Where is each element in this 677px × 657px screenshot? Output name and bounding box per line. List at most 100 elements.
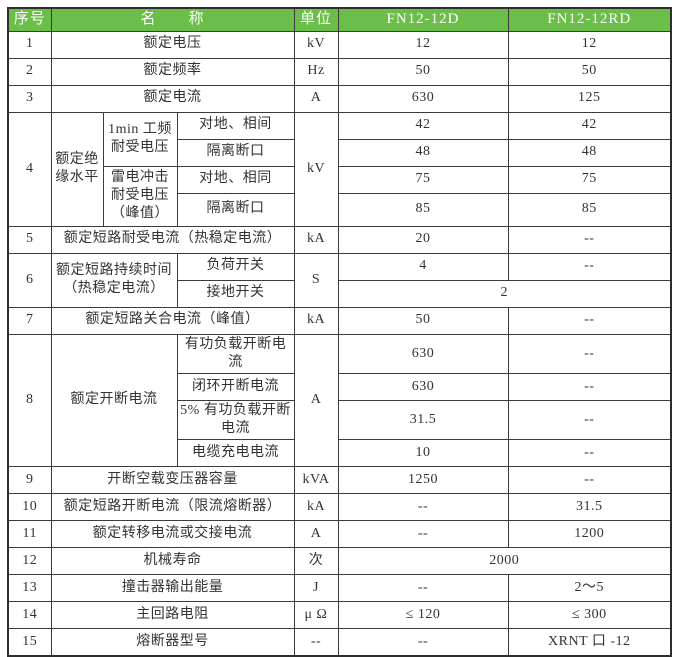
cell-d-8b: 630 xyxy=(337,372,509,401)
cell-name-no-load-transformer: 开断空载变压器容量 xyxy=(50,466,295,495)
table-row: 14 主回路电阻 μ Ω ≤ 120 ≤ 300 xyxy=(7,601,672,630)
table-row: 2 额定频率 Hz 50 50 xyxy=(7,57,672,86)
cell-sub-active-load-breaking: 有功负载开断电流 xyxy=(176,333,295,374)
table-row: 4 额定绝缘水平 1min 工频耐受电压 对地、相间 kV 42 42 xyxy=(7,111,672,227)
cell-no-10: 10 xyxy=(7,493,52,522)
table-row: 5 额定短路耐受电流（热稳定电流） kA 20 -- xyxy=(7,225,672,254)
cell-unit-2: Hz xyxy=(293,57,339,86)
cell-unit-11: A xyxy=(293,520,339,549)
cell-d-8c: 31.5 xyxy=(337,399,509,441)
cell-rd-8d: -- xyxy=(507,439,672,468)
cell-rd-8a: -- xyxy=(507,333,672,374)
header-model-fn12-12d: FN12-12D xyxy=(337,7,509,32)
cell-sub-to-ground-same: 对地、相同 xyxy=(176,165,295,194)
cell-name-fuse-breaking-current: 额定短路开断电流（限流熔断器） xyxy=(50,493,295,522)
cell-unit-3: A xyxy=(293,84,339,113)
cell-rd-4b: 48 xyxy=(507,138,672,167)
cell-d-2: 50 xyxy=(337,57,509,86)
cell-rd-3: 125 xyxy=(507,84,672,113)
cell-no-2: 2 xyxy=(7,57,52,86)
cell-rd-9: -- xyxy=(507,466,672,495)
cell-d-8a: 630 xyxy=(337,333,509,374)
cell-name-mechanical-life: 机械寿命 xyxy=(50,547,295,576)
cell-no-5: 5 xyxy=(7,225,52,254)
table-row: 5% 有功负载开断电流 31.5 -- xyxy=(8,399,672,441)
cell-name-rated-current: 额定电流 xyxy=(50,84,295,113)
cell-rd-4d: 85 xyxy=(507,192,672,227)
cell-unit-7: kA xyxy=(293,306,339,335)
cell-d-11: -- xyxy=(337,520,509,549)
cell-unit-5: kA xyxy=(293,225,339,254)
cell-unit-4: kV xyxy=(293,111,339,227)
cell-unit-10: kA xyxy=(293,493,339,522)
cell-rd-8c: -- xyxy=(507,399,672,441)
cell-sub-to-ground-phase: 对地、相间 xyxy=(176,111,295,140)
cell-rd-4c: 75 xyxy=(507,165,672,194)
table-row: 隔离断口 85 85 xyxy=(8,192,672,227)
header-model-fn12-12rd: FN12-12RD xyxy=(507,7,672,32)
cell-d-1: 12 xyxy=(337,30,509,59)
cell-unit-9: kVA xyxy=(293,466,339,495)
cell-d-5: 20 xyxy=(337,225,509,254)
cell-no-1: 1 xyxy=(7,30,52,59)
cell-name-striker-output-energy: 撞击器输出能量 xyxy=(50,574,295,603)
cell-no-14: 14 xyxy=(7,601,52,630)
cell-rd-2: 50 xyxy=(507,57,672,86)
cell-name-breaking-current: 额定开断电流 xyxy=(50,333,178,468)
cell-d-9: 1250 xyxy=(337,466,509,495)
cell-unit-12: 次 xyxy=(293,547,339,576)
cell-no-6: 6 xyxy=(7,252,52,308)
spec-table: 序号 名 称 单位 FN12-12D FN12-12RD 1 额定电压 kV 1… xyxy=(7,7,673,657)
cell-no-4: 4 xyxy=(7,111,52,227)
cell-rd-1: 12 xyxy=(507,30,672,59)
cell-rd-8b: -- xyxy=(507,372,672,401)
cell-rd-6a: -- xyxy=(507,252,672,281)
cell-name-short-circuit-duration: 额定短路持续时间（热稳定电流） xyxy=(50,252,178,308)
cell-name-short-circuit-withstand: 额定短路耐受电流（热稳定电流） xyxy=(50,225,295,254)
table-row: 隔离断口 48 48 xyxy=(8,138,672,167)
cell-no-9: 9 xyxy=(7,466,52,495)
cell-d-4b: 48 xyxy=(337,138,509,167)
cell-sub-load-switch: 负荷开关 xyxy=(176,252,295,281)
cell-sub-5pct-active-load-breaking: 5% 有功负载开断电流 xyxy=(176,399,295,441)
cell-no-3: 3 xyxy=(7,84,52,113)
cell-d-4c: 75 xyxy=(337,165,509,194)
cell-rd-4a: 42 xyxy=(507,111,672,140)
cell-rd-13: 2～5 xyxy=(507,574,672,603)
cell-d-6a: 4 xyxy=(337,252,509,281)
cell-name-main-circuit-resistance: 主回路电阻 xyxy=(50,601,295,630)
cell-d-14: ≤ 120 xyxy=(337,601,509,630)
table-row: 8 额定开断电流 有功负载开断电流 A 630 -- xyxy=(7,333,672,468)
cell-d-7: 50 xyxy=(337,306,509,335)
cell-unit-8: A xyxy=(293,333,339,468)
cell-rd-10: 31.5 xyxy=(507,493,672,522)
header-no: 序号 xyxy=(7,7,52,32)
cell-rd-11: 1200 xyxy=(507,520,672,549)
cell-group-power-freq-withstand: 1min 工频耐受电压 xyxy=(102,111,178,167)
cell-unit-13: J xyxy=(293,574,339,603)
header-name: 名 称 xyxy=(50,7,295,32)
cell-unit-6: S xyxy=(293,252,339,308)
table-row: 接地开关 2 xyxy=(8,279,672,308)
cell-name-rated-frequency: 额定频率 xyxy=(50,57,295,86)
cell-group-lightning-impulse: 雷电冲击耐受电压（峰值） xyxy=(102,165,178,227)
cell-sub-earthing-switch: 接地开关 xyxy=(176,279,295,308)
table-row: 1 额定电压 kV 12 12 xyxy=(7,30,672,59)
cell-no-11: 11 xyxy=(7,520,52,549)
cell-d-3: 630 xyxy=(337,84,509,113)
table-row: 9 开断空载变压器容量 kVA 1250 -- xyxy=(7,466,672,495)
cell-d-4d: 85 xyxy=(337,192,509,227)
table-row: 电缆充电电流 10 -- xyxy=(8,439,672,468)
table-row: 10 额定短路开断电流（限流熔断器） kA -- 31.5 xyxy=(7,493,672,522)
table-row: 3 额定电流 A 630 125 xyxy=(7,84,672,113)
table-row: 雷电冲击耐受电压（峰值） 对地、相同 75 75 xyxy=(8,165,672,227)
cell-sub-isolating-break-1: 隔离断口 xyxy=(176,138,295,167)
cell-rd-5: -- xyxy=(507,225,672,254)
cell-merged-12: 2000 xyxy=(337,547,672,576)
cell-d-8d: 10 xyxy=(337,439,509,468)
cell-d-4a: 42 xyxy=(337,111,509,140)
cell-sub-closed-loop-breaking: 闭环开断电流 xyxy=(176,372,295,401)
cell-d-10: -- xyxy=(337,493,509,522)
table-row: 13 撞击器输出能量 J -- 2～5 xyxy=(7,574,672,603)
table-row: 闭环开断电流 630 -- xyxy=(8,372,672,401)
